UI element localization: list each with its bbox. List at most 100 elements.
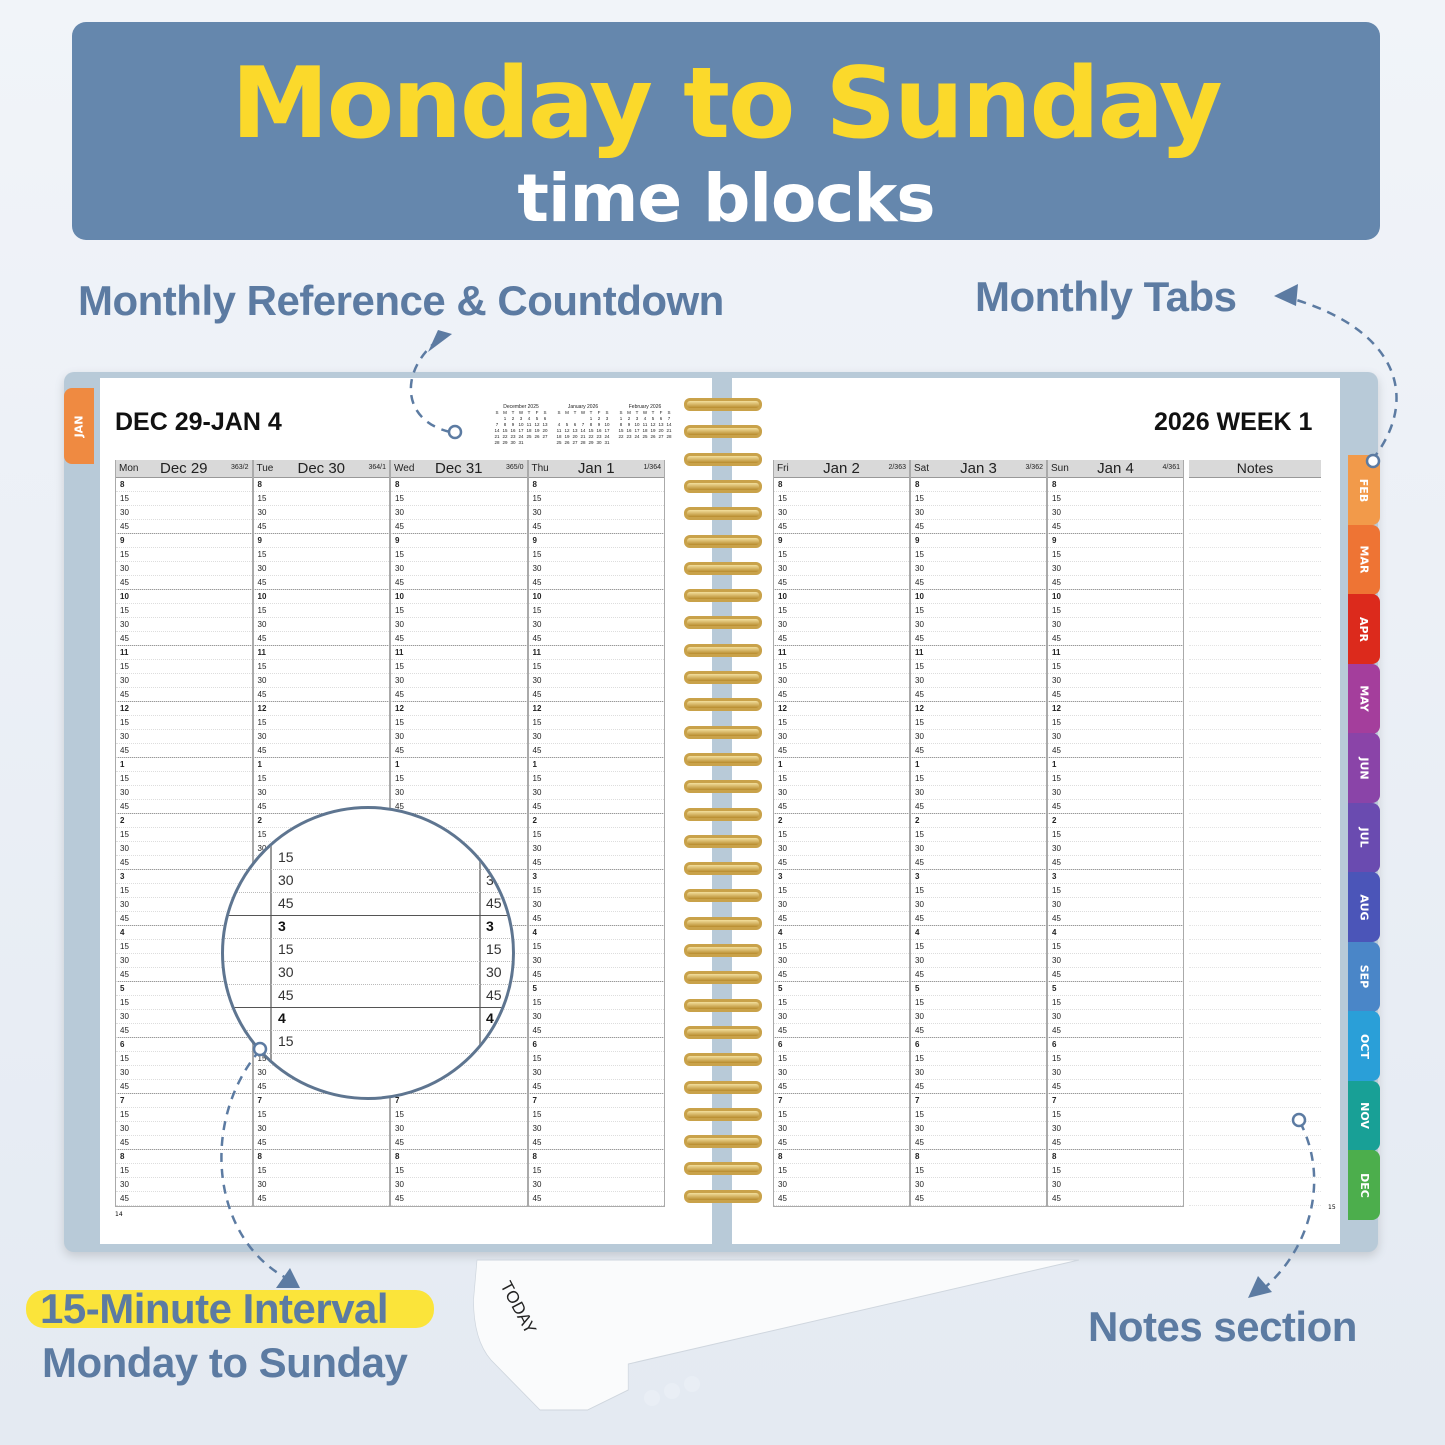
hour-block[interactable]: 11 15 30 45: [774, 646, 909, 702]
notes-line[interactable]: [1189, 856, 1321, 870]
notes-line[interactable]: [1189, 786, 1321, 800]
notes-line[interactable]: [1189, 1038, 1321, 1052]
hour-block[interactable]: 10 15 30 45: [528, 590, 664, 646]
hour-block[interactable]: 11 15 30 45: [253, 646, 389, 702]
hour-block[interactable]: 3 15 30 45: [911, 870, 1046, 926]
hour-block[interactable]: 9 15 30 45: [774, 534, 909, 590]
hour-block[interactable]: 2 15 30 45: [911, 814, 1046, 870]
notes-line[interactable]: [1189, 1192, 1321, 1206]
hour-block[interactable]: [1189, 758, 1321, 814]
hour-block[interactable]: 7 15 30 45: [1048, 1094, 1183, 1150]
notes-line[interactable]: [1189, 1066, 1321, 1080]
notes-line[interactable]: [1189, 828, 1321, 842]
hour-block[interactable]: 8 15 30 45: [391, 1150, 527, 1206]
hour-block[interactable]: 9 15 30 45: [1048, 534, 1183, 590]
notes-line[interactable]: [1189, 1094, 1321, 1108]
notes-line[interactable]: [1189, 1010, 1321, 1024]
hour-block[interactable]: 8 15 30 45: [1048, 1150, 1183, 1206]
notes-line[interactable]: [1189, 576, 1321, 590]
notes-line[interactable]: [1189, 968, 1321, 982]
notes-line[interactable]: [1189, 898, 1321, 912]
hour-block[interactable]: 4 15 30 45: [1048, 926, 1183, 982]
tab-jul[interactable]: JUL: [1348, 802, 1380, 873]
notes-line[interactable]: [1189, 702, 1321, 716]
hour-block[interactable]: 3 15 30 45: [774, 870, 909, 926]
hour-block[interactable]: [1189, 814, 1321, 870]
hour-block[interactable]: 9 15 30 45: [253, 534, 389, 590]
hour-block[interactable]: 7 15 30 45: [774, 1094, 909, 1150]
hour-block[interactable]: 6 15 30 45: [911, 1038, 1046, 1094]
notes-line[interactable]: [1189, 772, 1321, 786]
hour-block[interactable]: [1189, 646, 1321, 702]
notes-line[interactable]: [1189, 688, 1321, 702]
hour-block[interactable]: 2 15 30 45: [1048, 814, 1183, 870]
tab-sep[interactable]: SEP: [1348, 941, 1380, 1012]
hour-block[interactable]: 11 15 30 45: [116, 646, 252, 702]
tab-nov[interactable]: NOV: [1348, 1080, 1380, 1151]
hour-block[interactable]: [1189, 926, 1321, 982]
tab-mar[interactable]: MAR: [1348, 524, 1380, 595]
hour-block[interactable]: 8 15 30 45: [253, 478, 389, 534]
hour-block[interactable]: 2 15 30 45: [116, 814, 252, 870]
hour-block[interactable]: 10 15 30 45: [911, 590, 1046, 646]
notes-line[interactable]: [1189, 912, 1321, 926]
hour-block[interactable]: 12 15 30 45: [391, 702, 527, 758]
hour-block[interactable]: 12 15 30 45: [528, 702, 664, 758]
tab-apr[interactable]: APR: [1348, 594, 1380, 664]
hour-block[interactable]: 6 15 30 45: [528, 1038, 664, 1094]
hour-block[interactable]: 6 15 30 45: [1048, 1038, 1183, 1094]
hour-block[interactable]: [1189, 590, 1321, 646]
hour-block[interactable]: 8 15 30 45: [774, 478, 909, 534]
notes-line[interactable]: [1189, 1150, 1321, 1164]
notes-line[interactable]: [1189, 800, 1321, 814]
notes-line[interactable]: [1189, 1136, 1321, 1150]
hour-block[interactable]: [1189, 1150, 1321, 1206]
hour-block[interactable]: 8 15 30 45: [116, 1150, 252, 1206]
hour-block[interactable]: 10 15 30 45: [253, 590, 389, 646]
tab-dec[interactable]: DEC: [1348, 1150, 1380, 1220]
notes-line[interactable]: [1189, 744, 1321, 758]
notes-line[interactable]: [1189, 604, 1321, 618]
notes-line[interactable]: [1189, 506, 1321, 520]
hour-block[interactable]: 8 15 30 45: [253, 1150, 389, 1206]
hour-block[interactable]: 2 15 30 45: [774, 814, 909, 870]
notes-line[interactable]: [1189, 534, 1321, 548]
hour-block[interactable]: 10 15 30 45: [774, 590, 909, 646]
hour-block[interactable]: 1 15 30 45: [528, 758, 664, 814]
notes-line[interactable]: [1189, 520, 1321, 534]
notes-line[interactable]: [1189, 1122, 1321, 1136]
notes-line[interactable]: [1189, 730, 1321, 744]
hour-block[interactable]: 7 15 30 45: [391, 1094, 527, 1150]
hour-block[interactable]: 8 15 30 45: [1048, 478, 1183, 534]
hour-block[interactable]: 11 15 30 45: [528, 646, 664, 702]
hour-block[interactable]: 8 15 30 45: [391, 478, 527, 534]
notes-line[interactable]: [1189, 1024, 1321, 1038]
hour-block[interactable]: 8 15 30 45: [911, 478, 1046, 534]
hour-block[interactable]: 12 15 30 45: [911, 702, 1046, 758]
hour-block[interactable]: 5 15 30 45: [116, 982, 252, 1038]
hour-block[interactable]: 9 15 30 45: [528, 534, 664, 590]
notes-line[interactable]: [1189, 926, 1321, 940]
hour-block[interactable]: 9 15 30 45: [391, 534, 527, 590]
notes-line[interactable]: [1189, 996, 1321, 1010]
notes-line[interactable]: [1189, 814, 1321, 828]
hour-block[interactable]: 8 15 30 45: [528, 478, 664, 534]
hour-block[interactable]: 3 15 30 45: [116, 870, 252, 926]
notes-line[interactable]: [1189, 1164, 1321, 1178]
hour-block[interactable]: 10 15 30 45: [391, 590, 527, 646]
hour-block[interactable]: 11 15 30 45: [1048, 646, 1183, 702]
hour-block[interactable]: [1189, 870, 1321, 926]
hour-block[interactable]: 6 15 30 45: [116, 1038, 252, 1094]
notes-line[interactable]: [1189, 1052, 1321, 1066]
hour-block[interactable]: 7 15 30 45: [116, 1094, 252, 1150]
hour-block[interactable]: [1189, 702, 1321, 758]
hour-block[interactable]: 12 15 30 45: [253, 702, 389, 758]
hour-block[interactable]: 5 15 30 45: [528, 982, 664, 1038]
hour-block[interactable]: 1 15 30 45: [1048, 758, 1183, 814]
notes-line[interactable]: [1189, 1178, 1321, 1192]
hour-block[interactable]: 4 15 30 45: [774, 926, 909, 982]
notes-line[interactable]: [1189, 646, 1321, 660]
notes-line[interactable]: [1189, 492, 1321, 506]
hour-block[interactable]: 3 15 30 45: [1048, 870, 1183, 926]
hour-block[interactable]: [1189, 478, 1321, 534]
